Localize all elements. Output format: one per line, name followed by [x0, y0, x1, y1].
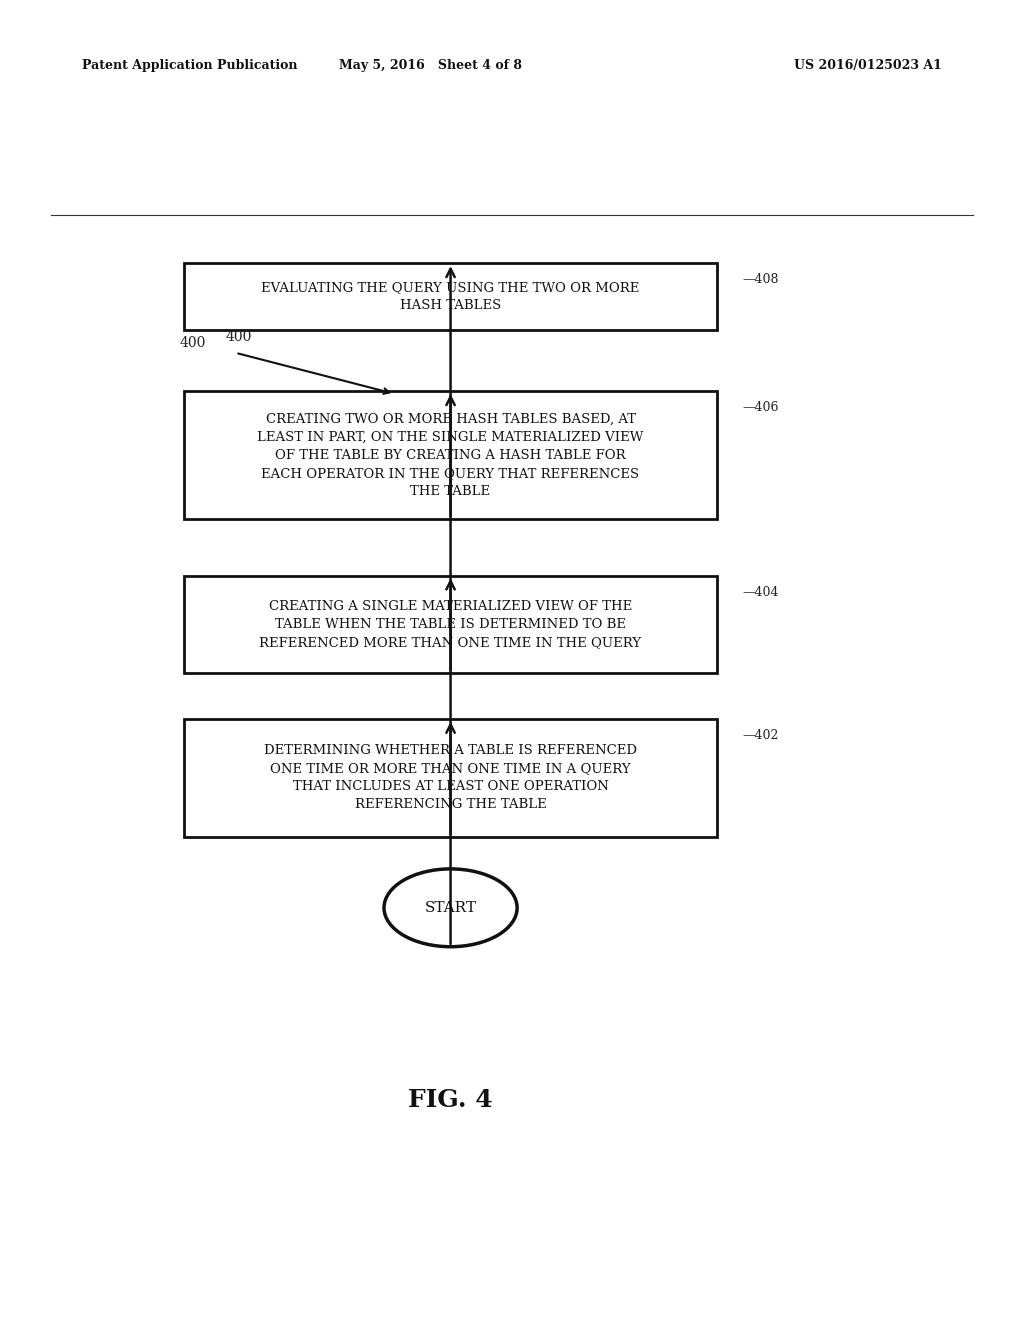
Text: 400: 400	[179, 335, 206, 350]
Text: CREATING TWO OR MORE HASH TABLES BASED, AT
LEAST IN PART, ON THE SINGLE MATERIAL: CREATING TWO OR MORE HASH TABLES BASED, …	[257, 413, 644, 498]
Text: —404: —404	[742, 586, 779, 599]
Text: —402: —402	[742, 729, 779, 742]
Text: May 5, 2016   Sheet 4 of 8: May 5, 2016 Sheet 4 of 8	[339, 59, 521, 73]
Text: Patent Application Publication: Patent Application Publication	[82, 59, 297, 73]
Text: DETERMINING WHETHER A TABLE IS REFERENCED
ONE TIME OR MORE THAN ONE TIME IN A QU: DETERMINING WHETHER A TABLE IS REFERENCE…	[264, 744, 637, 812]
Text: 400: 400	[225, 330, 252, 345]
Text: START: START	[425, 900, 476, 915]
Text: —406: —406	[742, 401, 779, 414]
Text: FIG. 4: FIG. 4	[409, 1088, 493, 1113]
Text: CREATING A SINGLE MATERIALIZED VIEW OF THE
TABLE WHEN THE TABLE IS DETERMINED TO: CREATING A SINGLE MATERIALIZED VIEW OF T…	[259, 599, 642, 648]
Text: US 2016/0125023 A1: US 2016/0125023 A1	[795, 59, 942, 73]
Text: EVALUATING THE QUERY USING THE TWO OR MORE
HASH TABLES: EVALUATING THE QUERY USING THE TWO OR MO…	[261, 281, 640, 312]
Text: —408: —408	[742, 273, 779, 286]
